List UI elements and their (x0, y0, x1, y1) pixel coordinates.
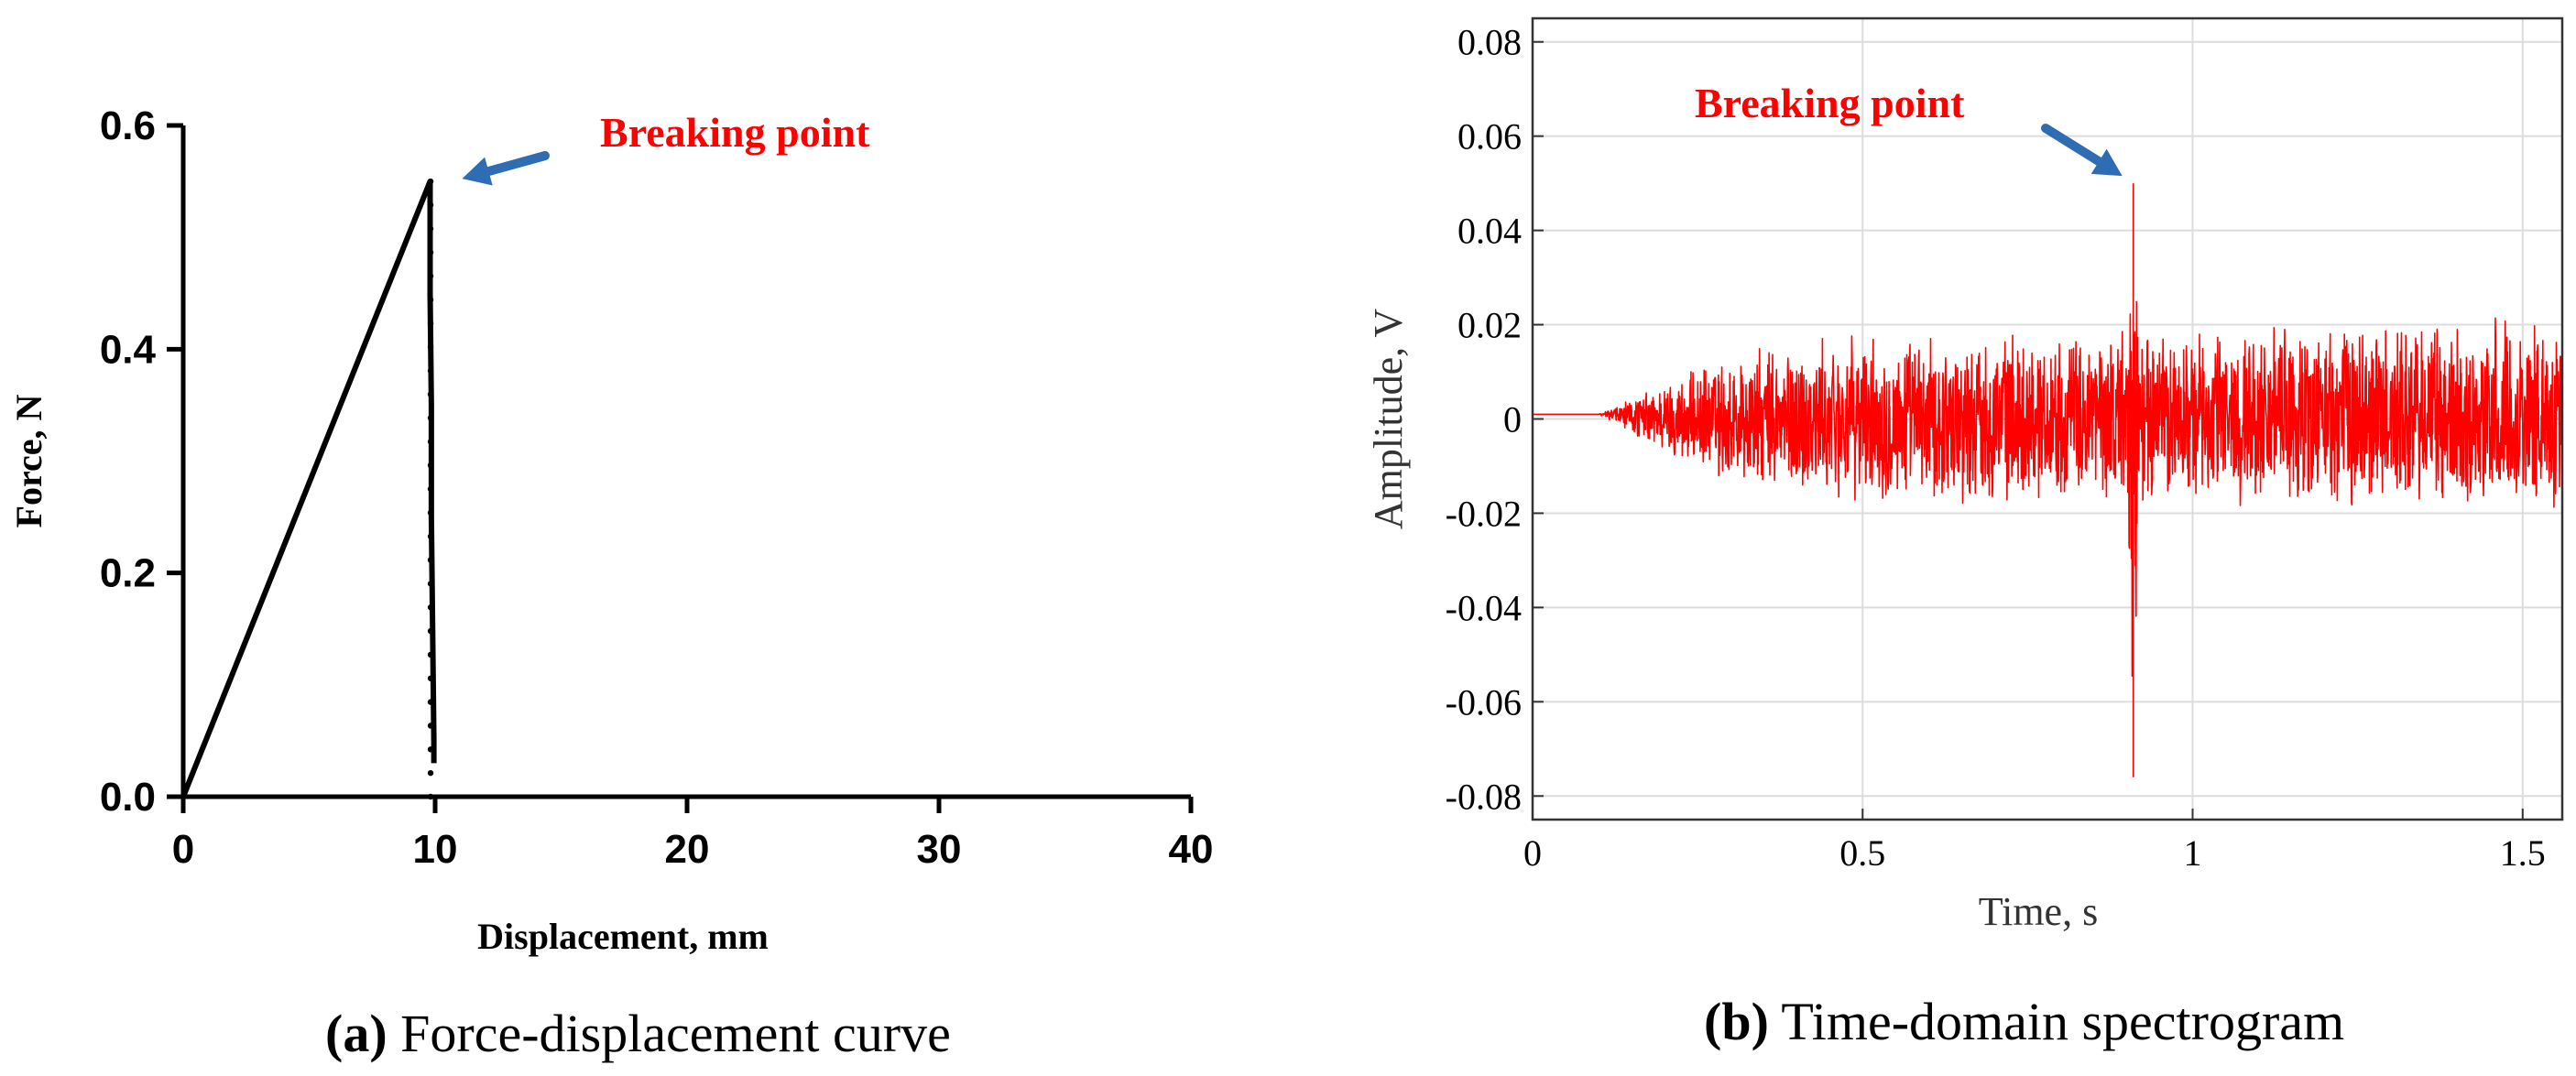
x-tick-label: 30 (917, 827, 962, 872)
arrow-shaft (484, 151, 550, 177)
data-point (427, 793, 434, 800)
arrow-head (462, 157, 493, 186)
data-point (427, 699, 434, 705)
data-point (427, 746, 434, 753)
data-point (427, 273, 434, 279)
data-point (427, 367, 434, 375)
data-point (427, 343, 434, 351)
data-point (427, 723, 434, 729)
x-tick-label: 40 (1169, 827, 1214, 872)
y-axis-label: Amplitude, V (1366, 309, 1411, 529)
y-tick-label: -0.06 (1446, 681, 1522, 723)
data-point (427, 533, 434, 539)
x-tick-label: 1 (2184, 832, 2202, 874)
caption-text: Force-displacement curve (387, 1004, 951, 1063)
x-tick-label: 10 (413, 827, 458, 872)
annotation-text: Breaking point (1695, 80, 1965, 126)
x-tick-label: 0 (1523, 832, 1542, 874)
y-axis-label: Force, N (8, 394, 49, 527)
x-tick-label: 0.5 (1839, 832, 1885, 874)
annotation-arrow-a (462, 151, 550, 186)
data-point (427, 297, 434, 303)
annotation-arrow-b (2041, 124, 2123, 177)
data-point (427, 581, 434, 587)
panel-a: 0 10 20 30 40 0.0 0.2 0.4 0.6 Displacement, mm For… (8, 103, 1213, 1063)
series-line (1532, 183, 2563, 777)
x-axis-label: Displacement, mm (477, 916, 769, 957)
y-tick-label: 0.08 (1457, 22, 1522, 63)
y-tick-label: 0.06 (1457, 116, 1522, 158)
x-tick-label: 1.5 (2500, 832, 2546, 874)
annotation-text: Breaking point (600, 109, 870, 156)
data-point (427, 485, 434, 493)
panel-b: 0 0.5 1 1.5 -0.08 -0.06 -0.04 -0.02 0 0.02 0.04 0.0… (1366, 16, 2564, 1051)
data-point (427, 769, 434, 777)
y-tick-label: 0 (1503, 399, 1522, 440)
y-tick-label: 0.0 (100, 775, 156, 820)
y-tick-label: 0.04 (1457, 211, 1522, 252)
data-point (427, 439, 434, 445)
panel-caption: (a) Force-displacement curve (325, 1004, 951, 1063)
data-point (427, 675, 434, 681)
data-point (427, 320, 434, 327)
arrow-head (2090, 148, 2123, 177)
x-axis-label: Time, s (1979, 889, 2098, 934)
y-tick-label: 0.4 (100, 327, 157, 372)
caption-text: Time-domain spectrogram (1769, 992, 2344, 1051)
arrow-shaft (2041, 124, 2104, 167)
y-tick-label: 0.02 (1457, 305, 1522, 346)
data-point (427, 462, 434, 469)
panel-label: (b) (1704, 992, 1769, 1051)
y-tick-label: -0.02 (1446, 493, 1522, 534)
y-tick-label: -0.04 (1446, 587, 1522, 628)
data-point (427, 415, 434, 421)
data-point (427, 557, 434, 563)
y-tick-label: -0.08 (1446, 776, 1522, 817)
x-tick-label: 0 (172, 827, 194, 872)
data-point (427, 604, 434, 611)
y-tick-label: 0.2 (100, 551, 156, 596)
y-tick-label: 0.6 (100, 103, 156, 148)
panel-label: (a) (325, 1004, 387, 1063)
data-point (427, 201, 434, 209)
data-point (427, 225, 434, 232)
data-point (427, 178, 434, 185)
data-point (427, 391, 434, 397)
data-point (427, 627, 434, 635)
data-point (427, 509, 434, 516)
x-tick-label: 20 (665, 827, 710, 872)
panel-caption: (b) Time-domain spectrogram (1704, 992, 2344, 1051)
data-point (427, 651, 434, 658)
series-line (180, 179, 437, 799)
data-point (427, 249, 434, 255)
